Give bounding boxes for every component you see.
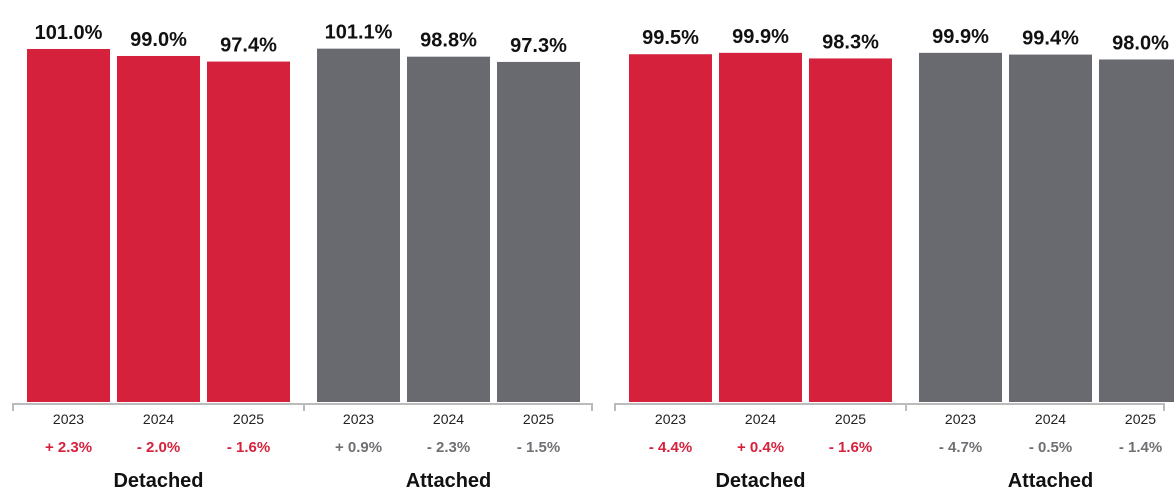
group-label: Attached — [406, 470, 492, 492]
change-label: - 1.5% — [517, 439, 560, 456]
bar-detached-2023 — [27, 48, 110, 402]
bar-attached-2023 — [919, 52, 1002, 402]
bar-detached-2025 — [809, 58, 892, 402]
change-label: + 2.3% — [45, 439, 92, 456]
value-label: 99.0% — [130, 29, 187, 51]
bar-detached-2024 — [117, 55, 200, 402]
bar-detached-2024 — [719, 52, 802, 402]
value-label: 99.9% — [932, 26, 989, 48]
bar-attached-2024 — [1009, 54, 1092, 403]
group-label: Detached — [113, 470, 203, 492]
bar-attached-2023 — [317, 48, 400, 402]
x-tick-label: 2023 — [343, 411, 374, 427]
group-label: Detached — [715, 470, 805, 492]
x-tick-label: 2024 — [745, 411, 776, 427]
x-tick-label: 2024 — [143, 411, 174, 427]
change-label: - 1.4% — [1119, 439, 1162, 456]
change-label: - 0.5% — [1029, 439, 1072, 456]
change-label: - 1.6% — [829, 439, 872, 456]
change-label: + 0.9% — [335, 439, 382, 456]
x-tick-label: 2023 — [655, 411, 686, 427]
change-label: - 2.0% — [137, 439, 180, 456]
bar-attached-2024 — [407, 56, 490, 402]
value-label: 97.3% — [510, 35, 567, 57]
x-tick-label: 2025 — [835, 411, 866, 427]
change-label: + 0.4% — [737, 439, 784, 456]
value-label: 98.3% — [822, 31, 879, 53]
bar-attached-2025 — [1099, 59, 1174, 402]
x-tick-label: 2024 — [433, 411, 464, 427]
change-label: - 4.4% — [649, 439, 692, 456]
x-tick-label: 2023 — [53, 411, 84, 427]
change-label: - 1.6% — [227, 439, 270, 456]
bar-attached-2025 — [497, 61, 580, 402]
value-label: 97.4% — [220, 35, 277, 57]
x-tick-label: 2025 — [1125, 411, 1156, 427]
value-label: 98.8% — [420, 30, 477, 52]
x-tick-label: 2024 — [1035, 411, 1066, 427]
change-label: - 4.7% — [939, 439, 982, 456]
value-label: 98.0% — [1112, 32, 1169, 54]
value-label: 99.9% — [732, 26, 789, 48]
change-label: - 2.3% — [427, 439, 470, 456]
value-label: 101.1% — [325, 22, 393, 44]
x-tick-label: 2025 — [523, 411, 554, 427]
group-label: Attached — [1008, 470, 1094, 492]
bar-detached-2025 — [207, 61, 290, 402]
x-tick-label: 2023 — [945, 411, 976, 427]
value-label: 101.0% — [35, 22, 103, 44]
x-tick-label: 2025 — [233, 411, 264, 427]
bar-detached-2023 — [629, 54, 712, 403]
value-label: 99.4% — [1022, 28, 1079, 50]
value-label: 99.5% — [642, 27, 699, 49]
